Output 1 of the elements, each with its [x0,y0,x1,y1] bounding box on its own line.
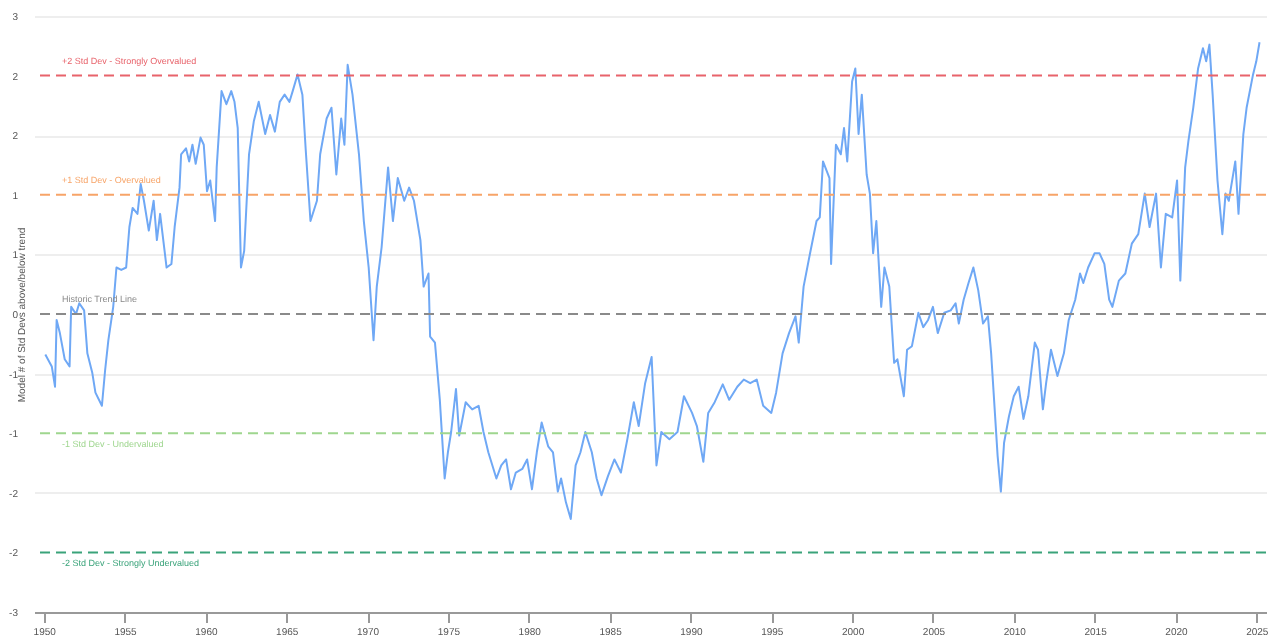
line-series [44,41,1261,521]
